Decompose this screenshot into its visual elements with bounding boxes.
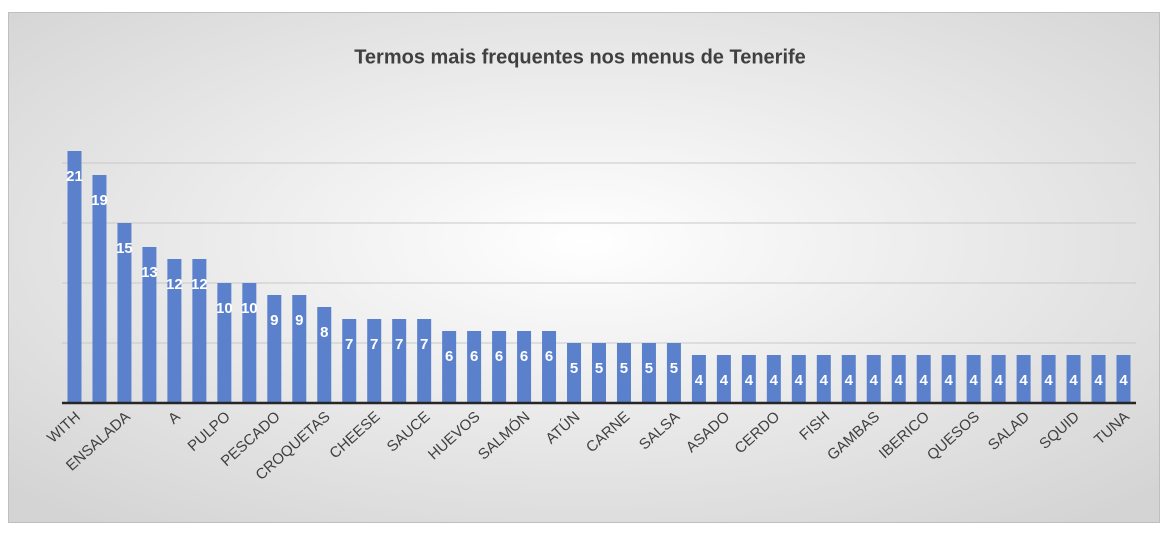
bar	[666, 343, 681, 403]
data-label: 8	[320, 324, 328, 341]
data-label: 4	[1069, 372, 1078, 389]
bar	[716, 355, 731, 403]
data-label: 4	[770, 372, 779, 389]
data-label: 13	[141, 264, 158, 281]
data-label: 10	[216, 300, 233, 317]
data-label: 5	[570, 360, 578, 377]
data-label: 6	[470, 348, 478, 365]
bar	[167, 259, 182, 403]
bar	[691, 355, 706, 403]
bar	[991, 355, 1006, 403]
bar	[67, 151, 82, 403]
data-label: 6	[520, 348, 528, 365]
data-label: 5	[620, 360, 628, 377]
data-label: 5	[670, 360, 678, 377]
data-label: 4	[795, 372, 804, 389]
bar	[517, 331, 532, 403]
data-label: 5	[595, 360, 603, 377]
data-label: 4	[695, 372, 704, 389]
data-label: 7	[370, 336, 378, 353]
bar	[392, 319, 407, 403]
bar	[766, 355, 781, 403]
data-label: 10	[241, 300, 258, 317]
bar	[741, 355, 756, 403]
bar	[616, 343, 631, 403]
bar	[367, 319, 382, 403]
bar	[791, 355, 806, 403]
data-label: 5	[645, 360, 653, 377]
bar	[641, 343, 656, 403]
bar	[317, 307, 332, 403]
bar	[1041, 355, 1056, 403]
bar	[966, 355, 981, 403]
data-label: 7	[395, 336, 403, 353]
bar	[442, 331, 457, 403]
bar	[267, 295, 282, 403]
data-label: 4	[969, 372, 978, 389]
data-label: 15	[116, 240, 133, 257]
data-label: 21	[66, 168, 83, 185]
bar	[1116, 355, 1131, 403]
data-label: 12	[191, 276, 208, 293]
bar	[841, 355, 856, 403]
bar	[292, 295, 307, 403]
bar	[941, 355, 956, 403]
bar	[816, 355, 831, 403]
data-label: 12	[166, 276, 183, 293]
bar	[417, 319, 432, 403]
data-label: 4	[920, 372, 929, 389]
data-label: 6	[545, 348, 553, 365]
data-label: 6	[445, 348, 453, 365]
bar	[891, 355, 906, 403]
bar	[117, 223, 132, 403]
bar	[92, 175, 107, 403]
bar	[492, 331, 507, 403]
data-label: 4	[945, 372, 954, 389]
data-label: 4	[1119, 372, 1128, 389]
bar	[1016, 355, 1031, 403]
data-label: 4	[1019, 372, 1028, 389]
chart-title: Termos mais frequentes nos menus de Tene…	[354, 46, 806, 68]
bar	[1066, 355, 1081, 403]
data-label: 4	[994, 372, 1003, 389]
data-label: 4	[845, 372, 854, 389]
data-label: 4	[1044, 372, 1053, 389]
bar	[916, 355, 931, 403]
bar	[342, 319, 357, 403]
bar	[142, 247, 157, 403]
bar	[242, 283, 257, 403]
data-label: 4	[895, 372, 904, 389]
bar	[467, 331, 482, 403]
data-label: 4	[1094, 372, 1103, 389]
bar	[192, 259, 207, 403]
data-label: 7	[345, 336, 353, 353]
data-label: 19	[91, 192, 108, 209]
bar	[866, 355, 881, 403]
data-label: 9	[295, 312, 303, 329]
data-label: 4	[745, 372, 754, 389]
data-label: 7	[420, 336, 428, 353]
data-label: 4	[870, 372, 879, 389]
bar	[1091, 355, 1106, 403]
bar	[217, 283, 232, 403]
data-label: 6	[495, 348, 503, 365]
bar	[592, 343, 606, 403]
data-label: 9	[270, 312, 278, 329]
bar	[542, 331, 557, 403]
data-label: 4	[720, 372, 729, 389]
data-label: 4	[820, 372, 829, 389]
bar	[567, 343, 582, 403]
